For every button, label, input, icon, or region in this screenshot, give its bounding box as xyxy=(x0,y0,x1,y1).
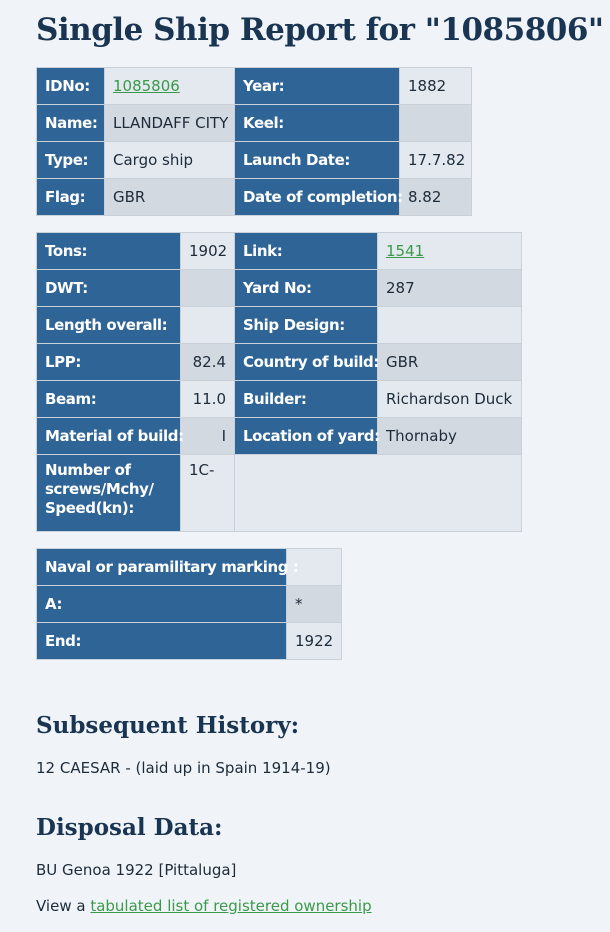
flag-value: GBR xyxy=(104,178,235,216)
disposal-text: BU Genoa 1922 [Pittaluga] xyxy=(36,861,237,879)
table-row: Type: Cargo ship Launch Date: 17.7.82 xyxy=(36,141,472,179)
disposal-heading: Disposal Data: xyxy=(36,814,223,841)
table-row: Beam: 11.0 Builder: Richardson Duck xyxy=(36,380,522,418)
table-row: Flag: GBR Date of completion: 8.82 xyxy=(36,178,472,216)
idno-link[interactable]: 1085806 xyxy=(113,77,180,95)
launch-date-value: 17.7.82 xyxy=(399,141,472,179)
builder-label: Builder: xyxy=(234,380,378,418)
table-row: DWT: Yard No: 287 xyxy=(36,269,522,307)
ship-info-table: IDNo: 1085806 Year: 1882 Name: LLANDAFF CITY K… xyxy=(36,67,472,216)
name-value: LLANDAFF CITY xyxy=(104,104,235,142)
table-row: Length overall: Ship Design: xyxy=(36,306,522,344)
ownership-link[interactable]: tabulated list of registered ownership xyxy=(90,897,372,915)
table-row: End: 1922 xyxy=(36,622,342,660)
page-title: Single Ship Report for "1085806" xyxy=(36,12,604,48)
table-row: Naval or paramilitary marking : xyxy=(36,548,342,586)
link-label: Link: xyxy=(234,232,378,270)
length-overall-value xyxy=(180,306,235,344)
location-of-yard-label: Location of yard: xyxy=(234,417,380,455)
builder-value: Richardson Duck xyxy=(377,380,522,418)
table-row: Name: LLANDAFF CITY Keel: xyxy=(36,104,472,142)
number-of-screws-mchy-speed-kn-value: 1C- xyxy=(180,454,235,532)
a-value: * xyxy=(286,585,342,623)
country-of-build-label: Country of build: xyxy=(234,343,379,381)
material-of-build-label: Material of build: xyxy=(36,417,184,455)
end-label: End: xyxy=(36,622,287,660)
dwt-value xyxy=(180,269,235,307)
flag-label: Flag: xyxy=(36,178,105,216)
a-label: A: xyxy=(36,585,287,623)
ownership-prefix: View a xyxy=(36,897,91,915)
history-text: 12 CAESAR - (laid up in Spain 1914-19) xyxy=(36,759,331,777)
history-heading: Subsequent History: xyxy=(36,712,300,739)
tons-label: Tons: xyxy=(36,232,181,270)
length-overall-label: Length overall: xyxy=(36,306,181,344)
table-row: LPP: 82.4 Country of build: GBR xyxy=(36,343,522,381)
lpp-label: LPP: xyxy=(36,343,181,381)
ship-design-value xyxy=(377,306,522,344)
ownership-line: View a tabulated list of registered owne… xyxy=(36,897,372,915)
idno-value: 1085806 xyxy=(104,67,235,105)
year-value: 1882 xyxy=(399,67,472,105)
date-of-completion-value: 8.82 xyxy=(399,178,472,216)
keel-value xyxy=(399,104,472,142)
end-value: 1922 xyxy=(286,622,342,660)
type-value: Cargo ship xyxy=(104,141,235,179)
lpp-value: 82.4 xyxy=(180,343,235,381)
ship-design-label: Ship Design: xyxy=(234,306,378,344)
table-row: Number of screws/Mchy/ Speed(kn): 1C- xyxy=(36,454,522,532)
link-link[interactable]: 1541 xyxy=(386,242,425,260)
idno-label: IDNo: xyxy=(36,67,105,105)
location-of-yard-value: Thornaby xyxy=(377,417,522,455)
tons-value: 1902 xyxy=(180,232,235,270)
table-row: Material of build: I Location of yard: Thor… xyxy=(36,417,522,455)
naval-or-paramilitary-marking-label: Naval or paramilitary marking : xyxy=(36,548,299,586)
link-value: 1541 xyxy=(377,232,522,270)
dwt-label: DWT: xyxy=(36,269,181,307)
beam-value: 11.0 xyxy=(180,380,235,418)
launch-date-label: Launch Date: xyxy=(234,141,400,179)
table-row: IDNo: 1085806 Year: 1882 xyxy=(36,67,472,105)
name-label: Name: xyxy=(36,104,105,142)
empty-cell xyxy=(234,454,522,532)
country-of-build-value: GBR xyxy=(377,343,522,381)
yard-no-value: 287 xyxy=(377,269,522,307)
keel-label: Keel: xyxy=(234,104,400,142)
table-row: A: * xyxy=(36,585,342,623)
type-label: Type: xyxy=(36,141,105,179)
ship-details-table: Tons: 1902 Link: 1541 DWT: Yard No: 287 Length … xyxy=(36,232,522,532)
date-of-completion-label: Date of completion: xyxy=(234,178,403,216)
beam-label: Beam: xyxy=(36,380,181,418)
material-of-build-value: I xyxy=(180,417,235,455)
yard-no-label: Yard No: xyxy=(234,269,378,307)
year-label: Year: xyxy=(234,67,400,105)
number-of-screws-mchy-speed-kn-label: Number of screws/Mchy/ Speed(kn): xyxy=(36,454,181,532)
naval-marking-table: Naval or paramilitary marking : A: * End: 19… xyxy=(36,548,342,660)
naval-or-paramilitary-marking-value xyxy=(286,548,342,586)
table-row: Tons: 1902 Link: 1541 xyxy=(36,232,522,270)
